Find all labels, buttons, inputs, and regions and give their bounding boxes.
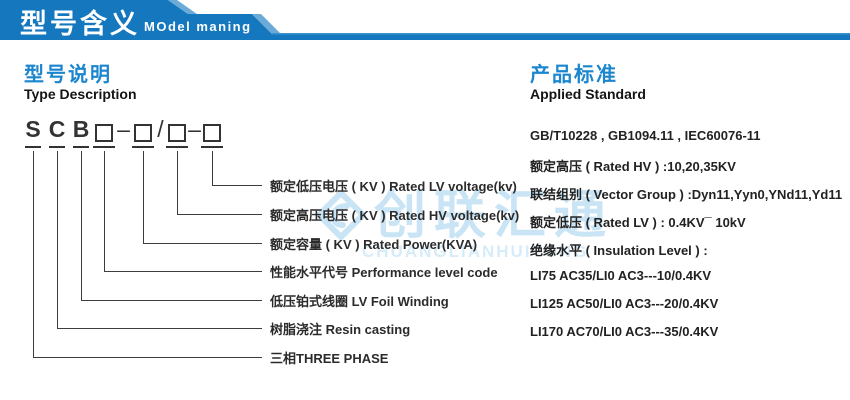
model-label-row: 额定低压电压 ( KV ) Rated LV voltage(kv): [270, 179, 517, 194]
code-separator: /: [146, 114, 176, 143]
standards-line: LI125 AC50/LI0 AC3---20/0.4KV: [530, 296, 719, 311]
standards-line: 额定低压 ( Rated LV ) : 0.4KV¯ 10kV: [530, 215, 746, 230]
model-label-row: 额定容量 ( KV ) Rated Power(KVA): [270, 237, 478, 252]
model-label-row: 三相THREE PHASE: [270, 351, 389, 366]
connector-line-horizontal: [177, 214, 262, 215]
right-section-subtitle: Applied Standard: [530, 86, 646, 102]
connector-line-vertical: [143, 151, 144, 243]
symbol-underline: [49, 146, 65, 148]
model-label-row: 性能水平代号 Performance level code: [270, 265, 498, 280]
standards-line: 额定高压 ( Rated HV ) :10,20,35KV: [530, 159, 736, 174]
model-label-row: 树脂浇注 Resin casting: [270, 322, 411, 337]
box-placeholder-icon: [95, 124, 113, 142]
connector-line-horizontal: [143, 243, 262, 244]
connector-line-horizontal: [33, 357, 262, 358]
code-box: [128, 114, 158, 148]
code-box: [89, 114, 119, 148]
connector-line-vertical: [57, 151, 58, 328]
page-title: 型号含义: [20, 9, 140, 39]
connector-line-horizontal: [212, 185, 262, 186]
code-glyph: /: [157, 116, 164, 142]
code-glyph: C: [48, 116, 66, 142]
standards-line: 联结组别 ( Vector Group ) :Dyn11,Yyn0,YNd11,…: [530, 187, 843, 202]
connector-line-horizontal: [104, 271, 262, 272]
symbol-underline: [132, 146, 154, 148]
right-section-title: 产品标准: [530, 64, 618, 86]
model-label-row: 额定高压电压 ( KV ) Rated HV voltage(kv): [270, 208, 520, 223]
connector-line-horizontal: [81, 300, 262, 301]
connector-line-vertical: [104, 151, 105, 271]
header-banner-shape: [0, 0, 850, 40]
header-banner: 型号含义 MOdel maning: [0, 0, 850, 46]
box-placeholder-icon: [203, 124, 221, 142]
symbol-underline: [201, 146, 223, 148]
page-subtitle: MOdel maning: [144, 19, 252, 34]
standards-line: LI75 AC35/LI0 AC3---10/0.4KV: [530, 268, 712, 283]
watermark-text: 创联汇通: [374, 187, 615, 245]
watermark: 创联汇通 CHUANGLIANHUITONG: [316, 186, 614, 262]
left-section-subtitle: Type Description: [24, 86, 137, 102]
connector-line-horizontal: [57, 328, 262, 329]
symbol-underline: [25, 146, 41, 148]
code-symbol: C: [42, 114, 72, 148]
symbol-underline: [166, 146, 188, 148]
model-label-row: 低压铂式线圈 LV Foil Winding: [270, 294, 449, 309]
watermark-romanization: CHUANGLIANHUITONG: [362, 242, 589, 261]
code-glyph: –: [188, 116, 201, 142]
connector-line-vertical: [212, 151, 213, 185]
standards-line: LI170 AC70/LI0 AC3---35/0.4KV: [530, 324, 719, 339]
connector-line-vertical: [81, 151, 82, 300]
symbol-underline: [73, 146, 89, 148]
box-placeholder-icon: [168, 124, 186, 142]
left-section-title: 型号说明: [24, 64, 112, 86]
code-box: [197, 114, 227, 148]
symbol-underline: [93, 146, 115, 148]
watermark-logo-icon: [316, 190, 366, 245]
code-separator: –: [109, 114, 139, 143]
code-glyph: S: [25, 116, 41, 142]
standards-line: 绝缘水平 ( Insulation Level ) :: [530, 243, 708, 258]
code-symbol: B: [66, 114, 96, 148]
box-placeholder-icon: [134, 124, 152, 142]
code-glyph: B: [72, 116, 90, 142]
code-separator: –: [180, 114, 210, 143]
code-box: [162, 114, 192, 148]
standards-line: GB/T10228 , GB1094.11 , IEC60076-11: [530, 128, 761, 143]
code-glyph: –: [117, 116, 130, 142]
code-symbol: S: [18, 114, 48, 148]
connector-line-vertical: [33, 151, 34, 357]
connector-line-vertical: [177, 151, 178, 214]
